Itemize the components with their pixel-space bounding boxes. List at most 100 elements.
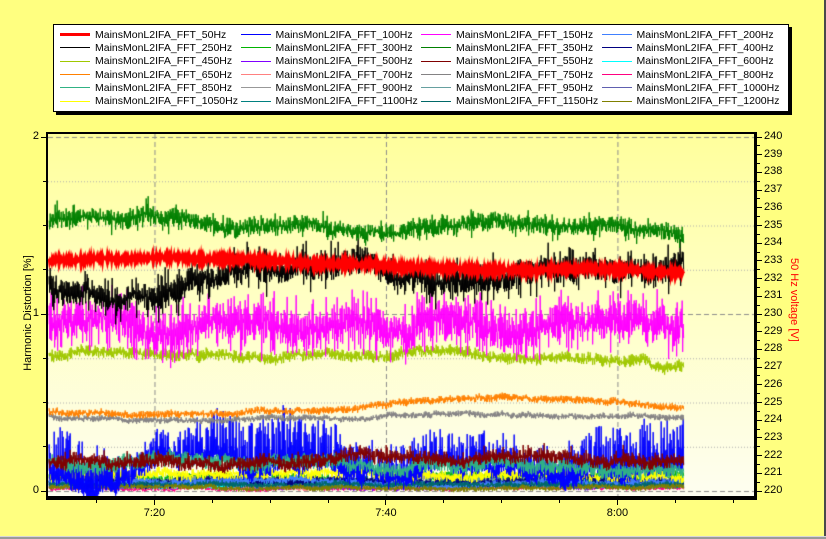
y2-axis-tick-label: 240 <box>764 131 794 142</box>
y2-axis-minor-tick <box>757 464 760 465</box>
y2-axis-tick-label: 233 <box>764 255 794 266</box>
y2-axis-minor-tick <box>757 198 760 199</box>
legend-item-label: MainsMonL2IFA_FFT_900Hz <box>276 82 413 94</box>
y2-axis-tick-label: 230 <box>764 308 794 319</box>
y2-axis-minor-tick <box>757 145 760 146</box>
legend-item[interactable]: MainsMonL2IFA_FFT_150Hz <box>421 28 602 41</box>
legend-item[interactable]: MainsMonL2IFA_FFT_200Hz <box>602 28 783 41</box>
legend-item-label: MainsMonL2IFA_FFT_300Hz <box>276 42 413 54</box>
y2-axis-minor-tick <box>757 234 760 235</box>
x-axis-major-tick <box>154 500 155 505</box>
y2-axis-tick-label: 232 <box>764 273 794 284</box>
legend-item[interactable]: MainsMonL2IFA_FFT_1050Hz <box>60 94 241 107</box>
legend-item[interactable]: MainsMonL2IFA_FFT_1000Hz <box>602 81 783 94</box>
legend-item[interactable]: MainsMonL2IFA_FFT_1200Hz <box>602 94 783 107</box>
legend-item[interactable]: MainsMonL2IFA_FFT_700Hz <box>241 68 422 81</box>
y2-axis-minor-tick <box>757 358 760 359</box>
y2-axis-major-tick <box>757 491 762 492</box>
y2-axis-tick-label: 227 <box>764 361 794 372</box>
legend-item[interactable]: MainsMonL2IFA_FFT_250Hz <box>60 41 241 54</box>
y2-axis-tick-label: 228 <box>764 343 794 354</box>
y2-axis-tick-label: 224 <box>764 414 794 425</box>
legend-swatch-line <box>60 74 90 75</box>
legend-item-label: MainsMonL2IFA_FFT_800Hz <box>637 69 774 81</box>
legend-item[interactable]: MainsMonL2IFA_FFT_50Hz <box>60 28 241 41</box>
legend-item[interactable]: MainsMonL2IFA_FFT_650Hz <box>60 68 241 81</box>
x-axis-minor-tick <box>501 500 502 503</box>
legend-item-label: MainsMonL2IFA_FFT_1000Hz <box>637 82 780 94</box>
y2-axis-tick-label: 226 <box>764 379 794 390</box>
y2-axis-major-tick <box>757 260 762 261</box>
legend-swatch-line <box>60 101 90 102</box>
y2-axis-minor-tick <box>757 252 760 253</box>
y2-axis-major-tick <box>757 420 762 421</box>
legend-item-label: MainsMonL2IFA_FFT_950Hz <box>456 82 593 94</box>
legend-item[interactable]: MainsMonL2IFA_FFT_750Hz <box>421 68 602 81</box>
y2-axis-tick-label: 236 <box>764 202 794 213</box>
x-axis-minor-tick <box>328 500 329 503</box>
y-axis-tick-label: 0 <box>9 485 39 496</box>
legend-swatch-line <box>421 47 451 48</box>
chart-canvas[interactable] <box>48 134 754 496</box>
x-axis-minor-tick <box>443 500 444 503</box>
legend-swatch-line <box>241 47 271 48</box>
y2-axis-major-tick <box>757 314 762 315</box>
y2-axis-minor-tick <box>757 393 760 394</box>
legend-item-label: MainsMonL2IFA_FFT_400Hz <box>637 42 774 54</box>
y2-axis-major-tick <box>757 154 762 155</box>
y2-axis-tick-label: 235 <box>764 220 794 231</box>
legend-item[interactable]: MainsMonL2IFA_FFT_300Hz <box>241 41 422 54</box>
legend-swatch-line <box>241 61 271 62</box>
y2-axis-tick-label: 239 <box>764 149 794 160</box>
legend-item-label: MainsMonL2IFA_FFT_850Hz <box>95 82 232 94</box>
legend-item-label: MainsMonL2IFA_FFT_100Hz <box>276 29 413 41</box>
legend-item[interactable]: MainsMonL2IFA_FFT_350Hz <box>421 41 602 54</box>
legend-item[interactable]: MainsMonL2IFA_FFT_800Hz <box>602 68 783 81</box>
legend-item[interactable]: MainsMonL2IFA_FFT_450Hz <box>60 55 241 68</box>
y2-axis-minor-tick <box>757 340 760 341</box>
legend-item[interactable]: MainsMonL2IFA_FFT_850Hz <box>60 81 241 94</box>
y2-axis-major-tick <box>757 278 762 279</box>
legend-item[interactable]: MainsMonL2IFA_FFT_600Hz <box>602 55 783 68</box>
legend-swatch-line <box>241 74 271 75</box>
y-axis-tick-label: 1 <box>9 308 39 319</box>
legend-item[interactable]: MainsMonL2IFA_FFT_100Hz <box>241 28 422 41</box>
legend-item[interactable]: MainsMonL2IFA_FFT_950Hz <box>421 81 602 94</box>
legend-swatch-line <box>602 47 632 48</box>
legend-swatch-line <box>421 34 451 35</box>
y2-axis-minor-tick <box>757 322 760 323</box>
y2-axis-minor-tick <box>757 305 760 306</box>
legend-item[interactable]: MainsMonL2IFA_FFT_1100Hz <box>241 94 422 107</box>
legend-swatch-line <box>421 87 451 88</box>
y2-axis-minor-tick <box>757 375 760 376</box>
legend-item[interactable]: MainsMonL2IFA_FFT_550Hz <box>421 55 602 68</box>
y2-axis-minor-tick <box>757 287 760 288</box>
y2-axis-minor-tick <box>757 482 760 483</box>
y2-axis-major-tick <box>757 437 762 438</box>
plot-area[interactable] <box>46 132 757 500</box>
legend-item-label: MainsMonL2IFA_FFT_1050Hz <box>95 95 238 107</box>
legend-item-label: MainsMonL2IFA_FFT_250Hz <box>95 42 232 54</box>
x-axis-minor-tick <box>559 500 560 503</box>
y2-axis-minor-tick <box>757 163 760 164</box>
y2-axis-tick-label: 221 <box>764 467 794 478</box>
legend-swatch-line <box>602 34 632 35</box>
legend-item[interactable]: MainsMonL2IFA_FFT_900Hz <box>241 81 422 94</box>
y2-axis-major-tick <box>757 367 762 368</box>
y2-axis-major-tick <box>757 172 762 173</box>
legend-item-label: MainsMonL2IFA_FFT_50Hz <box>95 29 226 41</box>
legend-item[interactable]: MainsMonL2IFA_FFT_1150Hz <box>421 94 602 107</box>
x-axis-tick-label: 8:00 <box>593 507 641 519</box>
chart-window: { "window": { "background": "#FFFF80" },… <box>0 0 826 539</box>
y2-axis-tick-label: 234 <box>764 237 794 248</box>
y-axis-minor-tick <box>43 402 46 403</box>
legend-item-label: MainsMonL2IFA_FFT_700Hz <box>276 69 413 81</box>
x-axis-minor-tick <box>733 500 734 503</box>
y2-axis-minor-tick <box>757 411 760 412</box>
y2-axis-minor-tick <box>757 429 760 430</box>
legend-swatch-line <box>421 101 451 102</box>
legend-swatch-line <box>602 61 632 62</box>
y2-axis-tick-label: 222 <box>764 450 794 461</box>
legend-item[interactable]: MainsMonL2IFA_FFT_500Hz <box>241 55 422 68</box>
legend-item[interactable]: MainsMonL2IFA_FFT_400Hz <box>602 41 783 54</box>
